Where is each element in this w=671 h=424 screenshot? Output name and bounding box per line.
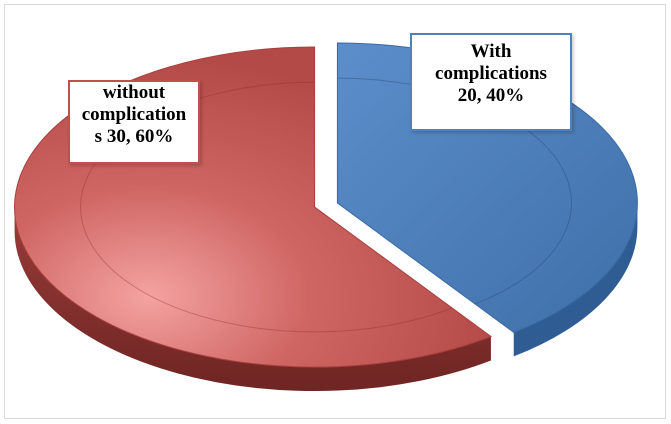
data-label-without-complications: without complication s 30, 60% bbox=[68, 80, 200, 164]
label-line-3: 20, 40% bbox=[457, 85, 525, 106]
pie-slice-side-1 bbox=[14, 207, 491, 392]
pie-slice-side-0 bbox=[513, 202, 638, 357]
label-line-2: complications bbox=[435, 63, 547, 84]
label-line-1: With bbox=[470, 41, 512, 62]
label-line-2: complication bbox=[81, 104, 187, 125]
data-label-with-complications: With complications 20, 40% bbox=[410, 33, 572, 131]
label-line-3: s 30, 60% bbox=[94, 126, 174, 147]
label-line-1: without bbox=[102, 82, 166, 103]
